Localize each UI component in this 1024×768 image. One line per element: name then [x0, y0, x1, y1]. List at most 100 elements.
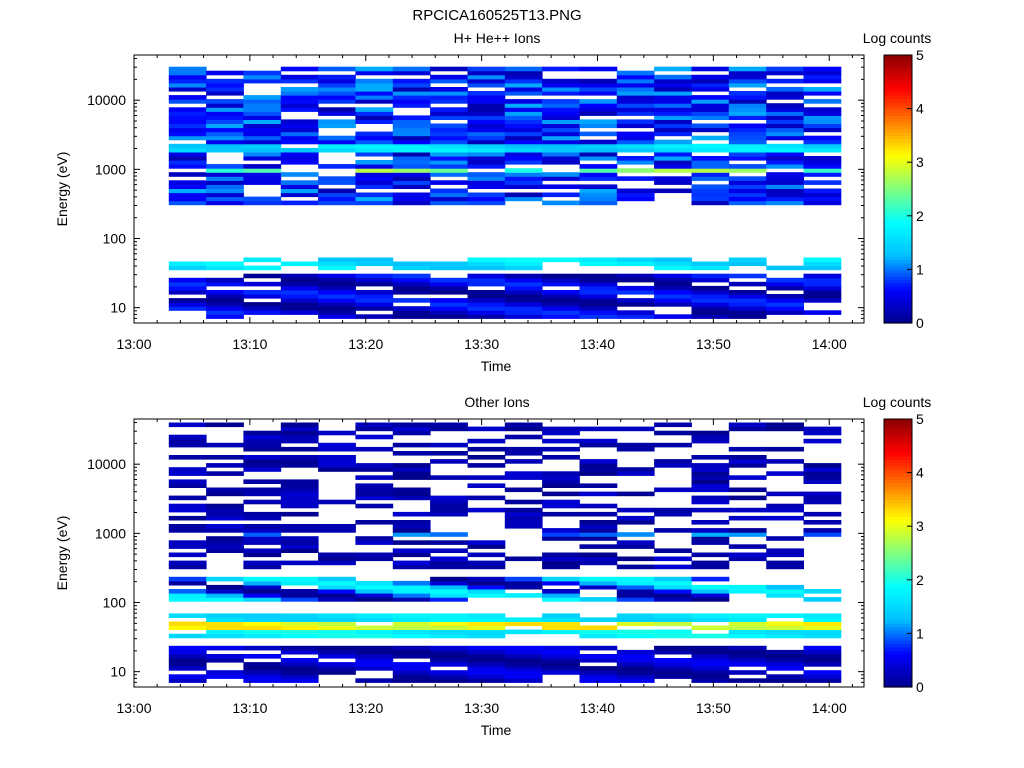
- heatmap-cell: [206, 111, 244, 116]
- heatmap-cell: [728, 613, 767, 618]
- colorbar-segment: [884, 289, 912, 294]
- heatmap-cell: [392, 151, 431, 157]
- heatmap-cell: [579, 584, 618, 590]
- heatmap-cell: [280, 172, 319, 177]
- colorbar-segment: [884, 536, 912, 541]
- colorbar-segment: [884, 219, 912, 224]
- heatmap-cell: [728, 131, 767, 137]
- heatmap-cell: [206, 617, 244, 622]
- heatmap-cell: [728, 188, 767, 194]
- heatmap-cell: [766, 147, 804, 153]
- heatmap-cell: [243, 645, 282, 651]
- heatmap-cell: [803, 625, 842, 631]
- colorbar-segment: [884, 276, 912, 281]
- heatmap-cell: [392, 548, 431, 553]
- x-tick-label: 14:00: [812, 336, 847, 352]
- heatmap-cell: [355, 503, 394, 509]
- colorbar-segment: [884, 549, 912, 554]
- heatmap-cell: [318, 576, 356, 582]
- heatmap-cell: [766, 584, 804, 590]
- colorbar-segment: [884, 292, 912, 297]
- heatmap-cell: [691, 552, 730, 558]
- heatmap-cell: [616, 532, 655, 537]
- colorbar-segment: [884, 559, 912, 564]
- heatmap-cell: [206, 314, 244, 319]
- heatmap-cell: [318, 463, 356, 468]
- heatmap-cell: [355, 78, 394, 84]
- heatmap-cell: [579, 164, 618, 169]
- heatmap-cell: [430, 164, 468, 169]
- heatmap-cell: [206, 281, 244, 287]
- heatmap-cell: [766, 143, 804, 149]
- heatmap-cell: [504, 66, 543, 72]
- heatmap-cell: [803, 649, 842, 655]
- heatmap-cell: [691, 188, 730, 194]
- heatmap-cell: [243, 678, 282, 683]
- heatmap-cell: [355, 580, 394, 586]
- colorbar-segment: [884, 532, 912, 537]
- heatmap-cell: [467, 273, 506, 279]
- heatmap-cell: [691, 536, 730, 541]
- heatmap-cell: [467, 107, 506, 112]
- colorbar-segment: [884, 683, 912, 688]
- heatmap-cell: [691, 499, 730, 505]
- heatmap-cell: [467, 540, 506, 545]
- heatmap-cell: [467, 184, 506, 189]
- heatmap-cell: [691, 285, 730, 291]
- heatmap-cell: [766, 285, 804, 291]
- heatmap-cell: [280, 645, 319, 651]
- heatmap-cell: [654, 115, 692, 120]
- colorbar-segment: [884, 185, 912, 190]
- heatmap-cell: [318, 147, 356, 153]
- heatmap-cell: [318, 580, 356, 586]
- colorbar-segment: [884, 138, 912, 143]
- heatmap-cell: [392, 82, 431, 88]
- heatmap-cell: [392, 164, 431, 169]
- heatmap-cell: [542, 499, 580, 505]
- heatmap-cell: [168, 127, 207, 133]
- heatmap-cell: [579, 200, 618, 206]
- colorbar-segment: [884, 55, 912, 59]
- heatmap-cell: [803, 257, 842, 263]
- heatmap-cell: [243, 302, 282, 307]
- heatmap-cell: [766, 548, 804, 553]
- heatmap-cell: [355, 649, 394, 655]
- colorbar-segment: [884, 482, 912, 487]
- heatmap-cell: [280, 597, 319, 602]
- colorbar-segment: [884, 623, 912, 628]
- heatmap-cell: [430, 298, 468, 303]
- heatmap-cell: [355, 487, 394, 493]
- heatmap-cell: [280, 540, 319, 545]
- heatmap-cell: [467, 544, 506, 549]
- heatmap-cell: [243, 123, 282, 129]
- heatmap-cell: [691, 467, 730, 472]
- heatmap-cell: [691, 633, 730, 639]
- heatmap-cell: [803, 621, 842, 627]
- heatmap-cell: [542, 298, 580, 303]
- heatmap-cell: [579, 281, 618, 287]
- heatmap-cell: [355, 160, 394, 165]
- heatmap-cell: [430, 143, 468, 149]
- colorbar-segment: [884, 199, 912, 203]
- heatmap-cell: [168, 544, 207, 549]
- heatmap-cell: [243, 265, 282, 271]
- heatmap-cell: [430, 556, 468, 562]
- heatmap-cell: [504, 584, 543, 590]
- heatmap-cell: [504, 123, 543, 129]
- heatmap-cell: [392, 674, 431, 679]
- colorbar-segment: [884, 269, 912, 274]
- heatmap-cell: [318, 95, 356, 100]
- heatmap-cell: [467, 593, 506, 598]
- heatmap-cell: [542, 446, 580, 452]
- heatmap-cell: [318, 188, 356, 194]
- colorbar-segment: [884, 128, 912, 133]
- heatmap-cell: [579, 674, 618, 679]
- colorbar-segment: [884, 105, 912, 110]
- heatmap-cell: [654, 670, 692, 675]
- heatmap-cell: [467, 261, 506, 267]
- colorbar-tick-label: 1: [916, 625, 924, 641]
- colorbar-segment: [884, 118, 912, 123]
- heatmap-cell: [467, 156, 506, 161]
- heatmap-cell: [355, 257, 394, 263]
- heatmap-cell: [392, 654, 431, 659]
